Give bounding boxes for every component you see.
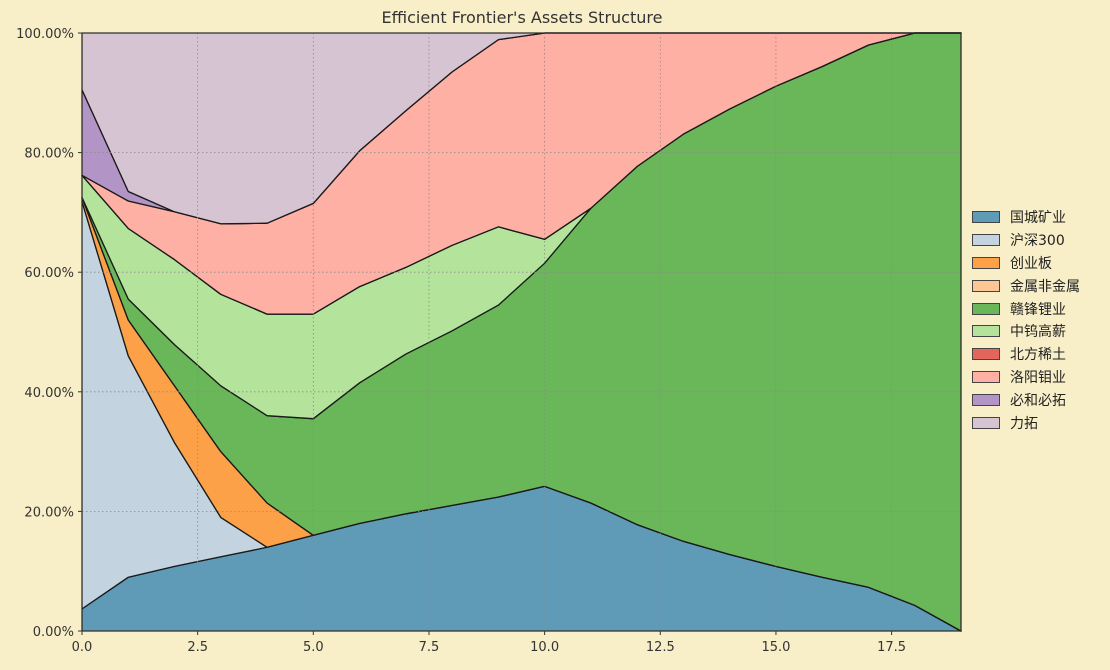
y-tick-label: 40.00% xyxy=(24,386,74,401)
chart-title: Efficient Frontier's Assets Structure xyxy=(382,8,663,27)
stacked-areas xyxy=(81,32,962,632)
legend-item: 力拓 xyxy=(972,411,1080,434)
y-tick-label: 60.00% xyxy=(24,266,74,281)
x-tick-label: 12.5 xyxy=(646,640,675,655)
y-tick-label: 100.00% xyxy=(16,27,74,42)
y-axis-ticks: 0.00% 20.00% 40.00% 60.00% 80.00% 100.00% xyxy=(16,27,82,640)
x-tick-label: 0.0 xyxy=(72,640,93,655)
x-axis-ticks: 0.0 2.5 5.0 7.5 10.0 12.5 15.0 17.5 xyxy=(72,631,906,655)
legend-swatch xyxy=(972,256,1000,269)
y-tick-label: 0.00% xyxy=(33,625,74,640)
legend-swatch xyxy=(972,234,1000,247)
legend-item: 国城矿业 xyxy=(972,206,1080,229)
legend-swatch xyxy=(972,302,1000,315)
y-tick-label: 20.00% xyxy=(24,505,74,520)
legend-swatch xyxy=(972,393,1000,406)
legend-item: 北方稀土 xyxy=(972,343,1080,366)
legend-item: 金属非金属 xyxy=(972,274,1080,297)
legend-label: 中钨高薪 xyxy=(1010,324,1066,341)
legend-item: 必和必拓 xyxy=(972,388,1080,411)
legend-item: 赣锋锂业 xyxy=(972,297,1080,320)
legend-label: 金属非金属 xyxy=(1010,278,1080,295)
legend-label: 国城矿业 xyxy=(1010,210,1066,227)
legend-swatch xyxy=(972,325,1000,338)
legend-label: 创业板 xyxy=(1010,255,1052,272)
plot-frame xyxy=(81,32,962,632)
chart-legend: 国城矿业沪深300 创业板金属非金属赣锋锂业中钨高薪北方稀土洛阳钼业必和必拓力拓 xyxy=(972,206,1080,434)
legend-label: 必和必拓 xyxy=(1010,392,1066,409)
legend-label: 赣锋锂业 xyxy=(1010,301,1066,318)
legend-label: 沪深300 xyxy=(1010,233,1065,250)
legend-label: 北方稀土 xyxy=(1010,347,1066,364)
legend-swatch xyxy=(972,416,1000,429)
x-tick-label: 5.0 xyxy=(303,640,324,655)
x-tick-label: 17.5 xyxy=(877,640,906,655)
x-tick-label: 10.0 xyxy=(530,640,559,655)
x-tick-label: 15.0 xyxy=(761,640,790,655)
legend-label: 力拓 xyxy=(1010,415,1038,432)
legend-swatch xyxy=(972,370,1000,383)
legend-item: 洛阳钼业 xyxy=(972,366,1080,389)
x-tick-label: 7.5 xyxy=(419,640,440,655)
y-tick-label: 80.00% xyxy=(24,147,74,162)
legend-swatch xyxy=(972,348,1000,361)
legend-item: 沪深300 xyxy=(972,229,1080,252)
legend-swatch xyxy=(972,279,1000,292)
x-tick-label: 2.5 xyxy=(187,640,208,655)
legend-swatch xyxy=(972,211,1000,224)
legend-item: 创业板 xyxy=(972,252,1080,275)
legend-item: 中钨高薪 xyxy=(972,320,1080,343)
legend-label: 洛阳钼业 xyxy=(1010,369,1066,386)
